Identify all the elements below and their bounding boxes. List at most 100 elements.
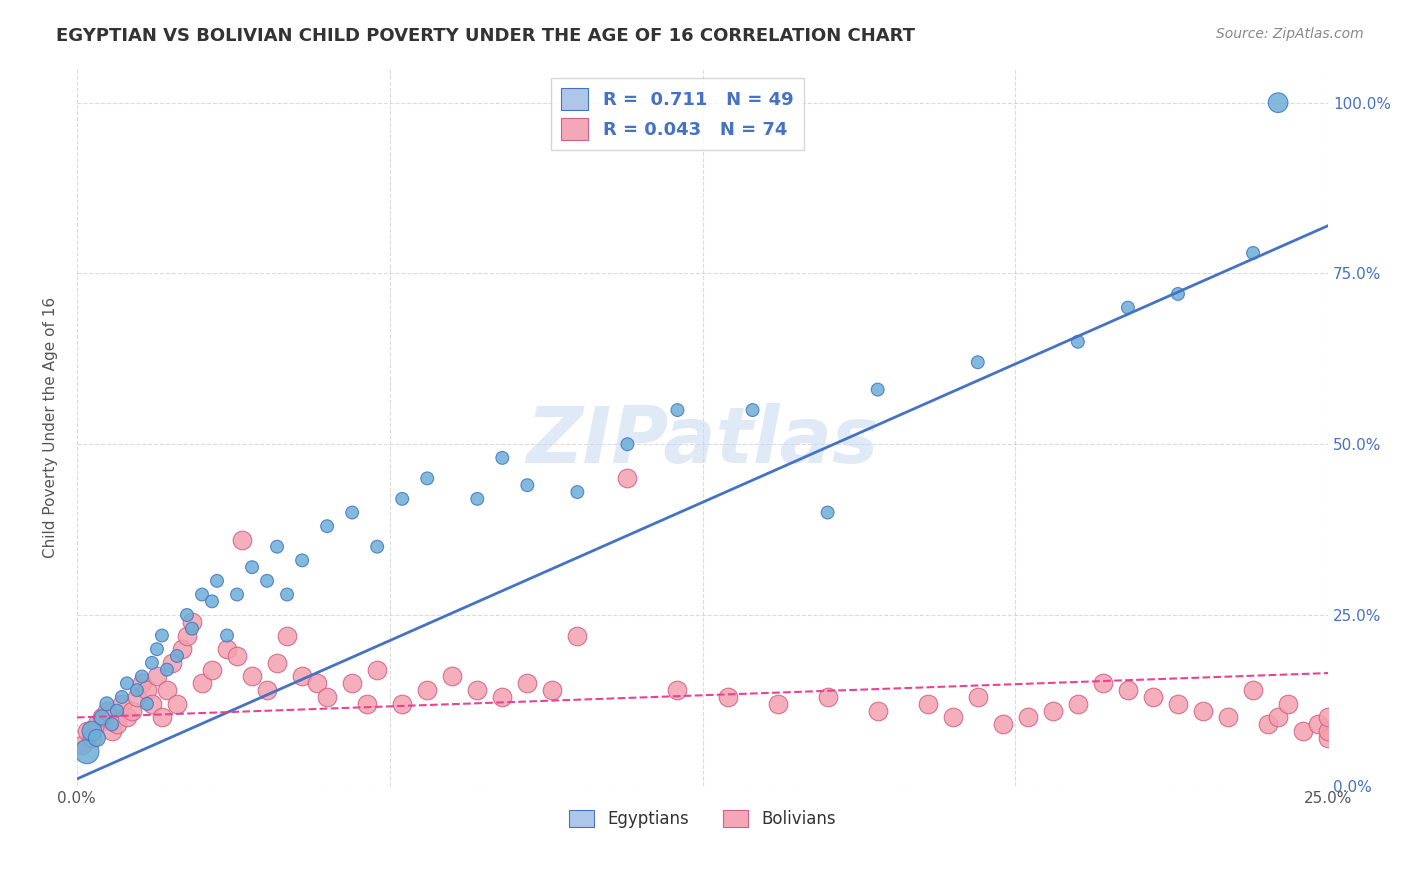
Point: [966, 355, 988, 369]
Point: [316, 690, 339, 704]
Point: [366, 540, 388, 554]
Text: EGYPTIAN VS BOLIVIAN CHILD POVERTY UNDER THE AGE OF 16 CORRELATION CHART: EGYPTIAN VS BOLIVIAN CHILD POVERTY UNDER…: [56, 27, 915, 45]
Point: [817, 690, 839, 704]
Point: [141, 656, 163, 670]
Point: [1267, 95, 1289, 110]
Point: [1167, 697, 1189, 711]
Point: [156, 663, 179, 677]
Point: [105, 704, 128, 718]
Point: [146, 642, 169, 657]
Point: [541, 683, 564, 698]
Point: [1042, 704, 1064, 718]
Point: [136, 683, 159, 698]
Point: [96, 697, 118, 711]
Point: [160, 656, 183, 670]
Point: [226, 587, 249, 601]
Point: [70, 738, 93, 752]
Point: [1317, 731, 1340, 745]
Point: [1267, 710, 1289, 724]
Point: [76, 724, 98, 739]
Point: [1216, 710, 1239, 724]
Point: [276, 628, 298, 642]
Text: Source: ZipAtlas.com: Source: ZipAtlas.com: [1216, 27, 1364, 41]
Point: [491, 450, 513, 465]
Point: [101, 717, 124, 731]
Point: [1067, 334, 1090, 349]
Point: [1277, 697, 1299, 711]
Point: [1116, 301, 1139, 315]
Point: [101, 724, 124, 739]
Legend: Egyptians, Bolivians: Egyptians, Bolivians: [562, 804, 842, 835]
Point: [1308, 717, 1330, 731]
Point: [176, 607, 198, 622]
Point: [391, 697, 413, 711]
Point: [491, 690, 513, 704]
Point: [666, 683, 689, 698]
Point: [1292, 724, 1315, 739]
Point: [1257, 717, 1279, 731]
Point: [80, 724, 103, 739]
Point: [616, 437, 638, 451]
Point: [340, 676, 363, 690]
Point: [150, 710, 173, 724]
Point: [111, 690, 134, 704]
Point: [166, 697, 188, 711]
Point: [266, 540, 288, 554]
Point: [76, 745, 98, 759]
Point: [146, 669, 169, 683]
Point: [817, 506, 839, 520]
Point: [215, 642, 238, 657]
Point: [917, 697, 939, 711]
Point: [90, 710, 112, 724]
Point: [666, 403, 689, 417]
Point: [86, 731, 108, 745]
Point: [266, 656, 288, 670]
Point: [567, 485, 589, 500]
Point: [201, 663, 224, 677]
Text: ZIPatlas: ZIPatlas: [526, 403, 879, 480]
Point: [866, 383, 889, 397]
Point: [991, 717, 1014, 731]
Point: [1167, 287, 1189, 301]
Point: [391, 491, 413, 506]
Point: [240, 669, 263, 683]
Point: [567, 628, 589, 642]
Point: [516, 676, 538, 690]
Point: [716, 690, 738, 704]
Point: [1317, 724, 1340, 739]
Point: [741, 403, 763, 417]
Point: [416, 471, 439, 485]
Point: [1017, 710, 1039, 724]
Point: [1067, 697, 1090, 711]
Point: [942, 710, 965, 724]
Point: [150, 628, 173, 642]
Point: [1116, 683, 1139, 698]
Point: [191, 587, 214, 601]
Point: [80, 731, 103, 745]
Point: [170, 642, 193, 657]
Y-axis label: Child Poverty Under the Age of 16: Child Poverty Under the Age of 16: [44, 297, 58, 558]
Point: [276, 587, 298, 601]
Point: [441, 669, 464, 683]
Point: [465, 491, 488, 506]
Point: [90, 710, 112, 724]
Point: [176, 628, 198, 642]
Point: [1192, 704, 1215, 718]
Point: [96, 704, 118, 718]
Point: [616, 471, 638, 485]
Point: [125, 690, 148, 704]
Point: [256, 683, 278, 698]
Point: [111, 697, 134, 711]
Point: [121, 704, 143, 718]
Point: [125, 683, 148, 698]
Point: [226, 648, 249, 663]
Point: [307, 676, 329, 690]
Point: [131, 676, 153, 690]
Point: [131, 669, 153, 683]
Point: [115, 676, 138, 690]
Point: [166, 648, 188, 663]
Point: [1241, 246, 1264, 260]
Point: [340, 506, 363, 520]
Point: [181, 615, 204, 629]
Point: [465, 683, 488, 698]
